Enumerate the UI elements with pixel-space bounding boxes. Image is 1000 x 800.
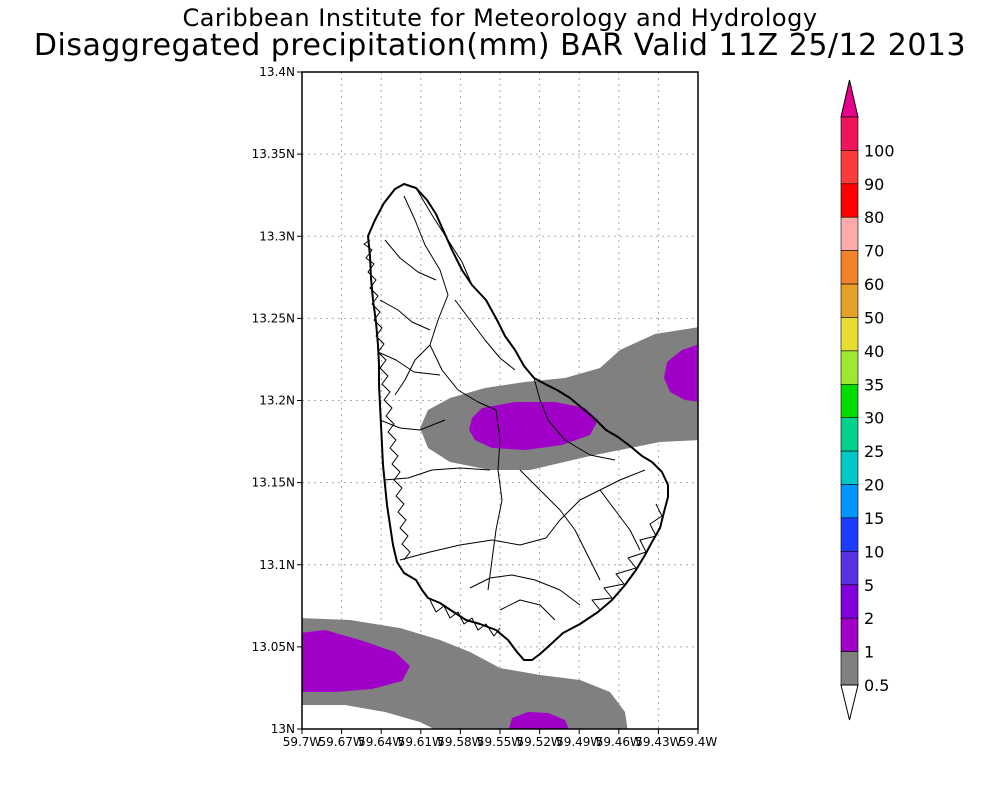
lat-tick-label: 13.1N	[259, 558, 295, 572]
colorbar-label: 80	[864, 208, 884, 227]
colorbar-swatch	[840, 484, 859, 519]
lat-tick-label: 13.2N	[259, 394, 295, 408]
colorbar-swatch	[840, 350, 859, 385]
precip-area-sw-purple	[302, 630, 410, 692]
colorbar-label: 20	[864, 476, 884, 495]
colorbar-upper-arrow	[840, 79, 859, 118]
colorbar-swatch	[840, 116, 859, 151]
colorbar-label: 5	[864, 576, 874, 595]
lon-tick-label: 59.49W	[556, 735, 602, 749]
colorbar-swatch	[840, 317, 859, 352]
precip-area-east-purple	[664, 344, 698, 402]
precip-area-south-edge-purple	[508, 712, 569, 729]
precip-area-south-purple	[302, 705, 434, 729]
colorbar-swatch	[840, 383, 859, 419]
colorbar-label: 50	[864, 308, 884, 327]
colorbar-swatch	[840, 283, 859, 318]
latitude-axis: 13.4N 13.35N 13.3N 13.25N 13.2N 13.15N 13.1N 13…	[252, 65, 302, 736]
colorbar-swatch	[840, 183, 859, 218]
colorbar-label: 10	[864, 542, 884, 561]
lon-tick-label: 59.4W	[679, 735, 718, 749]
colorbar-swatch	[840, 216, 859, 251]
lat-tick-label: 13.4N	[259, 65, 295, 79]
lon-tick-label: 59.61W	[398, 735, 444, 749]
colorbar-label: 90	[864, 175, 884, 194]
lat-tick-label: 13.05N	[252, 640, 295, 654]
map-title-line2: Disaggregated precipitation(mm) BAR Vali…	[33, 28, 967, 63]
colorbar-swatch	[840, 584, 859, 619]
lon-tick-label: 59.67W	[318, 735, 364, 749]
colorbar-label: 0.5	[864, 676, 889, 695]
lon-tick-label: 59.64W	[358, 735, 404, 749]
lat-tick-label: 13.25N	[252, 311, 295, 325]
colorbar-swatch	[840, 551, 859, 586]
colorbar-label: 100	[864, 141, 895, 160]
lon-tick-label: 59.7W	[283, 735, 322, 749]
colorbar-swatch	[840, 450, 859, 485]
colorbar: 100 90 80 70 60 50 40 35 30 25 20 15 10 5 2 1 0.5	[840, 79, 895, 721]
lat-tick-label: 13.3N	[259, 229, 295, 243]
precip-area-sw-gray	[302, 618, 628, 729]
precip-area-central-purple	[469, 402, 598, 450]
colorbar-swatch	[840, 517, 859, 552]
lat-tick-label: 13N	[271, 722, 295, 736]
lat-tick-label: 13.15N	[252, 476, 295, 490]
colorbar-label: 2	[864, 609, 874, 628]
colorbar-label: 15	[864, 509, 884, 528]
colorbar-swatch	[840, 417, 859, 452]
colorbar-label: 70	[864, 242, 884, 261]
colorbar-swatch	[840, 651, 859, 686]
lon-tick-label: 59.46W	[596, 735, 642, 749]
lon-tick-label: 59.55W	[477, 735, 523, 749]
colorbar-label: 1	[864, 643, 874, 662]
colorbar-label: 60	[864, 275, 884, 294]
precip-shading	[302, 327, 698, 729]
lon-tick-label: 59.43W	[635, 735, 681, 749]
map-title-line1: Caribbean Institute for Meteorology and …	[182, 4, 818, 32]
lat-tick-label: 13.35N	[252, 147, 295, 161]
colorbar-swatch	[840, 617, 859, 652]
lon-tick-label: 59.58W	[437, 735, 483, 749]
colorbar-label: 25	[864, 442, 884, 461]
colorbar-swatch	[840, 250, 859, 285]
lon-tick-label: 59.52W	[516, 735, 562, 749]
colorbar-label: 40	[864, 342, 884, 361]
longitude-axis: 59.7W59.67W59.64W59.61W59.58W59.55W59.52…	[283, 729, 718, 749]
colorbar-lower-arrow	[840, 684, 859, 721]
colorbar-label: 35	[864, 375, 884, 394]
barbados-outline	[363, 183, 669, 661]
colorbar-swatch	[840, 150, 859, 185]
colorbar-label: 30	[864, 409, 884, 428]
